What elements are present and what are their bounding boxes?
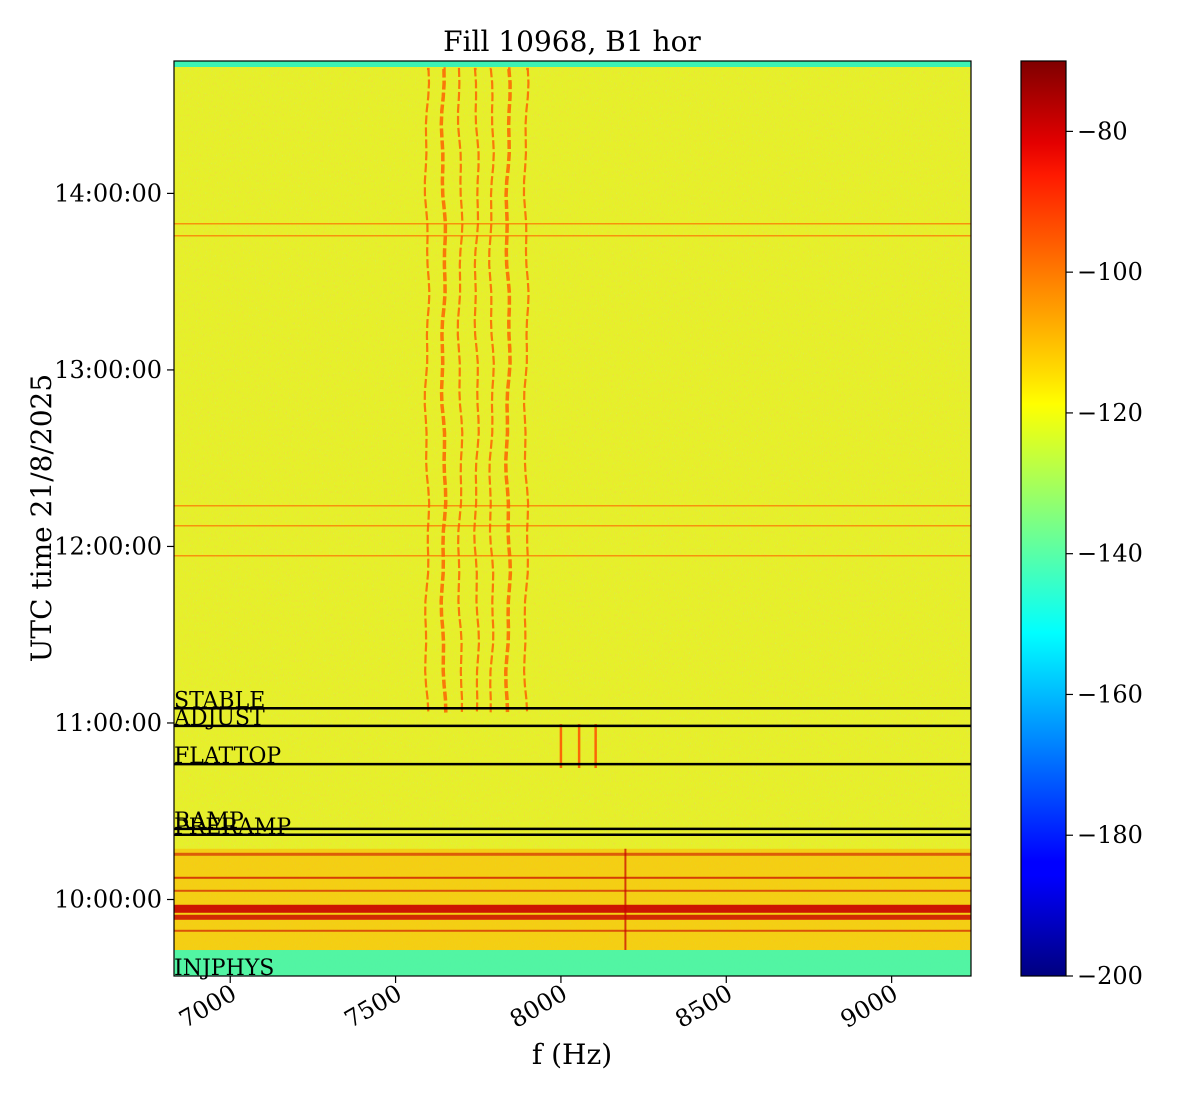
colorbar-ticks: −80 −100 −120 −140 −160 −180 −200 <box>1066 117 1143 990</box>
colorbar-tick-label: −100 <box>1077 258 1143 286</box>
spectrogram-vertical-line <box>439 67 448 714</box>
x-tick-label: 8000 <box>505 979 572 1034</box>
spectrogram-horizontal-line <box>174 235 971 237</box>
y-axis-label: UTC time 21/8/2025 <box>25 374 58 662</box>
x-axis-label: f (Hz) <box>532 1038 612 1071</box>
phase-marker-label: ADJUST <box>173 706 265 731</box>
colorbar-tick-label: −200 <box>1077 962 1143 990</box>
spectrogram-horizontal-line <box>174 555 971 557</box>
colorbar-tick-label: −180 <box>1077 821 1143 849</box>
x-axis-ticks: 7000 7500 8000 8500 9000 <box>174 976 903 1034</box>
spectrogram-red-band <box>174 929 971 932</box>
y-tick-label: 10:00:00 <box>54 886 162 914</box>
spectrogram-noise-cool <box>174 61 971 976</box>
y-tick-label: 13:00:00 <box>54 356 162 384</box>
x-tick-label: 7500 <box>340 979 407 1034</box>
y-tick-label: 14:00:00 <box>54 179 162 207</box>
spectrogram-warm-region <box>174 848 971 950</box>
spectrogram-red-band <box>174 914 971 920</box>
spectrogram-vertical-line <box>473 67 481 714</box>
colorbar-gradient <box>1020 60 1067 977</box>
spectrogram-vertical-line <box>456 67 464 714</box>
colorbar: −80 −100 −120 −140 −160 −180 −200 <box>1020 60 1143 990</box>
spectrogram-red-band <box>174 889 971 892</box>
spectrogram-vertical-line <box>488 67 495 714</box>
phase-marker-label: STABLE <box>174 688 265 713</box>
y-tick-label: 12:00:00 <box>54 532 162 560</box>
chart-title: Fill 10968, B1 hor <box>443 25 701 58</box>
plot-frame <box>173 60 972 977</box>
phase-marker-label: FLATTOP <box>174 744 281 769</box>
spectrogram-vertical-line <box>522 67 530 714</box>
colorbar-tick-label: −140 <box>1077 540 1143 568</box>
phase-marker-label: INJPHYS <box>174 956 274 981</box>
spectrogram-red-band <box>174 904 971 913</box>
spectrogram-horizontal-line <box>174 223 971 225</box>
spectrogram-red-band <box>174 876 971 879</box>
phase-marker-label: RAMP <box>174 809 244 834</box>
colorbar-tick-label: −160 <box>1077 680 1143 708</box>
spectrogram-plot-area <box>174 61 971 976</box>
colorbar-tick-label: −120 <box>1077 399 1143 427</box>
x-tick-label: 7000 <box>174 979 241 1034</box>
phase-marker-label: PRERAMP <box>174 815 291 840</box>
spectrogram-vertical-line <box>503 67 513 714</box>
y-tick-label: 11:00:00 <box>54 709 162 737</box>
x-tick-label: 9000 <box>836 979 903 1034</box>
spectrogram-horizontal-line <box>174 525 971 527</box>
spectrogram-horizontal-line <box>174 505 971 507</box>
spectrogram-injection-band <box>174 950 971 976</box>
colorbar-tick-label: −80 <box>1077 117 1128 145</box>
spectrogram-top-band <box>174 61 971 67</box>
y-axis-ticks: 10:00:00 11:00:00 12:00:00 13:00:00 14:00:00 <box>54 179 174 914</box>
spectrogram-red-band <box>174 852 971 856</box>
x-tick-label: 8500 <box>670 979 737 1034</box>
spectrogram-vertical-line <box>423 67 431 714</box>
